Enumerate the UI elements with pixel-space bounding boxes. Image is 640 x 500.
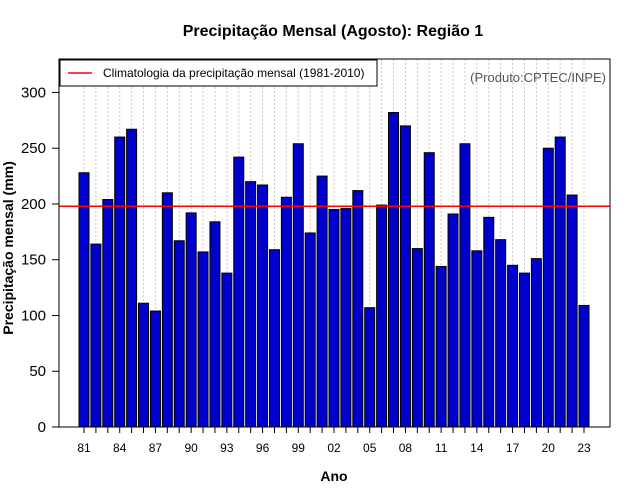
bar-90 bbox=[185, 212, 197, 428]
bar-88 bbox=[161, 192, 173, 428]
x-tick-label-93: 93 bbox=[220, 441, 234, 455]
bar-19 bbox=[530, 258, 542, 428]
bar-12 bbox=[447, 213, 459, 428]
bar-00 bbox=[304, 232, 316, 428]
x-tick-label-11: 11 bbox=[435, 441, 448, 455]
x-tick-label-02: 02 bbox=[327, 441, 341, 455]
x-tick-label-17: 17 bbox=[506, 441, 520, 455]
x-axis-label: Ano bbox=[320, 468, 347, 484]
y-tick-label-200: 200 bbox=[21, 196, 46, 213]
y-axis-label: Precipitação mensal (mm) bbox=[0, 161, 16, 335]
x-tick-label-20: 20 bbox=[542, 441, 556, 455]
bar-96 bbox=[257, 184, 269, 428]
y-tick-label-50: 50 bbox=[29, 363, 46, 380]
y-tick-label-0: 0 bbox=[38, 419, 46, 436]
x-tick-label-84: 84 bbox=[113, 441, 127, 455]
bar-09 bbox=[411, 248, 423, 428]
bar-21 bbox=[554, 136, 566, 428]
x-tick-label-14: 14 bbox=[470, 441, 484, 455]
y-tick-label-300: 300 bbox=[21, 84, 46, 101]
bar-15 bbox=[483, 216, 495, 428]
y-tick-label-250: 250 bbox=[21, 140, 46, 157]
bar-87 bbox=[149, 310, 161, 428]
x-axis: 81 84 87 90 93 96 99 02 05 08 11 14 17 20 23 bbox=[77, 427, 591, 455]
bar-83 bbox=[102, 199, 114, 428]
bar-92 bbox=[209, 221, 221, 428]
x-tick-label-08: 08 bbox=[399, 441, 413, 455]
bar-06 bbox=[376, 204, 388, 428]
legend-label: Climatologia da precipitação mensal (198… bbox=[103, 66, 364, 80]
bar-91 bbox=[197, 251, 209, 428]
x-tick-label-90: 90 bbox=[184, 441, 198, 455]
bar-86 bbox=[138, 302, 150, 428]
bar-10 bbox=[423, 152, 435, 428]
x-tick-label-96: 96 bbox=[256, 441, 270, 455]
bars-group bbox=[78, 112, 590, 428]
bar-08 bbox=[399, 125, 411, 428]
bar-89 bbox=[173, 240, 185, 428]
x-tick-label-05: 05 bbox=[363, 441, 377, 455]
bar-95 bbox=[245, 181, 257, 428]
bar-23 bbox=[578, 304, 590, 428]
bar-20 bbox=[542, 147, 554, 428]
bar-18 bbox=[518, 272, 530, 428]
y-axis: 0 50 100 150 200 250 300 bbox=[21, 84, 59, 436]
bar-02 bbox=[328, 209, 340, 428]
legend: Climatologia da precipitação mensal (198… bbox=[59, 59, 378, 87]
y-tick-label-100: 100 bbox=[21, 307, 46, 324]
bar-01 bbox=[316, 175, 328, 428]
bar-13 bbox=[459, 143, 471, 428]
legend-box bbox=[59, 59, 378, 87]
bar-17 bbox=[507, 264, 519, 428]
bar-03 bbox=[340, 207, 352, 428]
product-credit: (Produto:CPTEC/INPE) bbox=[470, 70, 606, 85]
bar-16 bbox=[495, 239, 507, 428]
bar-93 bbox=[221, 272, 233, 428]
bar-99 bbox=[292, 143, 304, 428]
bar-14 bbox=[471, 250, 483, 428]
bar-11 bbox=[435, 265, 447, 428]
bar-94 bbox=[233, 156, 245, 428]
bar-85 bbox=[126, 128, 138, 428]
bar-05 bbox=[364, 307, 376, 428]
chart-title: Precipitação Mensal (Agosto): Região 1 bbox=[183, 23, 484, 40]
bar-98 bbox=[280, 196, 292, 428]
bar-82 bbox=[90, 243, 102, 428]
x-tick-label-99: 99 bbox=[292, 441, 306, 455]
y-tick-label-150: 150 bbox=[21, 252, 46, 269]
x-tick-label-23: 23 bbox=[577, 441, 591, 455]
bar-97 bbox=[268, 249, 280, 428]
bar-81 bbox=[78, 172, 90, 428]
x-tick-label-87: 87 bbox=[149, 441, 163, 455]
bar-84 bbox=[114, 136, 126, 428]
x-tick-label-81: 81 bbox=[77, 441, 91, 455]
bar-07 bbox=[388, 112, 400, 428]
plot-area bbox=[58, 58, 611, 428]
bar-22 bbox=[566, 194, 578, 428]
bar-04 bbox=[352, 190, 364, 428]
